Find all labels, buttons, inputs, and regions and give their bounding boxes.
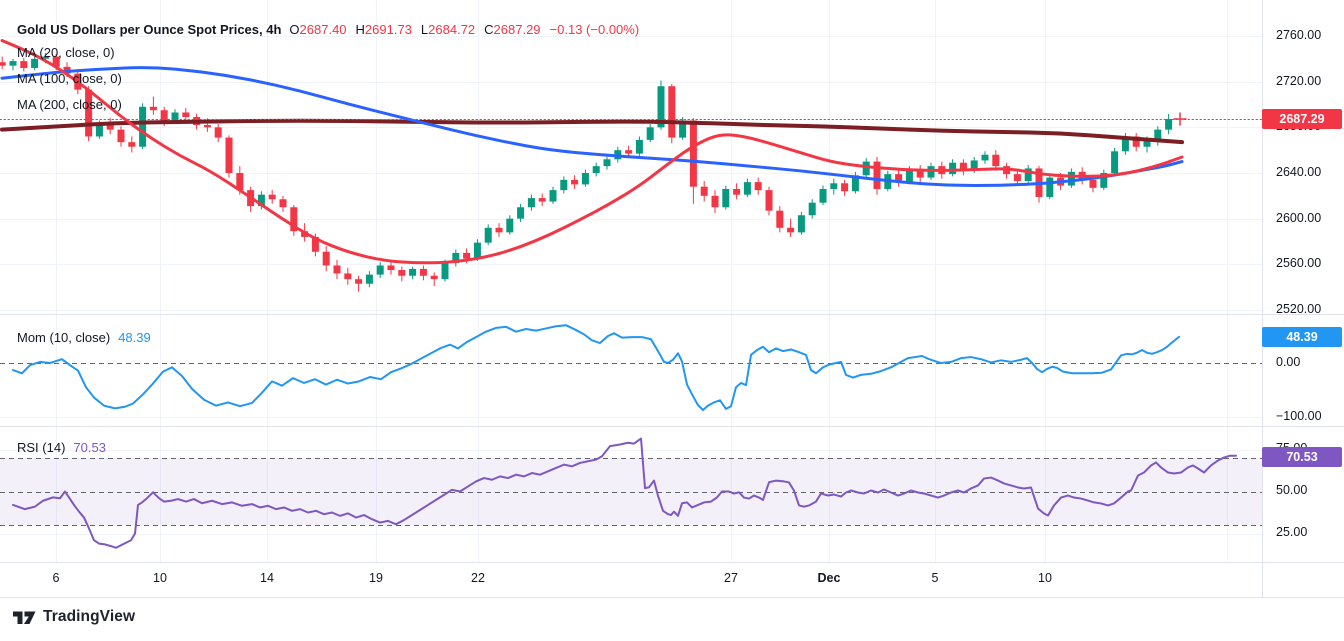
price-tick-label: 2560.00: [1276, 256, 1322, 270]
time-tick-label: 5: [931, 571, 939, 585]
price-tick-label: 0.00: [1276, 355, 1301, 369]
ohlc-high: H2691.73: [355, 22, 412, 37]
axis-value-badge: 48.39: [1262, 327, 1342, 347]
symbol-legend-row[interactable]: Gold US Dollars per Ounce Spot Prices, 4…: [17, 22, 639, 38]
price-tick-label: 2520.00: [1276, 302, 1322, 316]
axis-value-badge: 70.53: [1262, 447, 1342, 467]
time-tick-label: 6: [52, 571, 60, 585]
ma200-label: MA (200, close, 0): [17, 97, 122, 112]
ohlc-low: L2684.72: [420, 22, 476, 37]
tradingview-logo[interactable]: TradingView: [13, 608, 135, 626]
ma20-legend-row[interactable]: MA (20, close, 0): [17, 45, 115, 61]
price-tick-label: 2640.00: [1276, 165, 1322, 179]
momentum-value: 48.39: [118, 330, 151, 345]
axis-value-badge: 2687.29: [1262, 109, 1342, 129]
symbol-title: Gold US Dollars per Ounce Spot Prices, 4…: [17, 22, 282, 37]
time-axis[interactable]: 6 10 14 19 22 27 Dec 5 10: [0, 563, 1262, 595]
ma100-label: MA (100, close, 0): [17, 71, 122, 86]
rsi-value: 70.53: [73, 440, 106, 455]
time-tick-label: 10: [1038, 571, 1052, 585]
ma20-label: MA (20, close, 0): [17, 45, 115, 60]
ohlc-open: O2687.40: [289, 22, 347, 37]
price-axis[interactable]: 2760.002720.002680.002640.002600.002560.…: [1262, 0, 1344, 597]
ohlc-values: O2687.40 H2691.73 L2684.72 C2687.29 −0.1…: [289, 22, 639, 38]
price-tick-label: 50.00: [1276, 483, 1308, 497]
tradingview-logo-icon: [13, 611, 36, 624]
time-tick-label: 22: [471, 571, 485, 585]
price-tick-label: 25.00: [1276, 525, 1308, 539]
price-tick-label: 2720.00: [1276, 74, 1322, 88]
momentum-legend-row[interactable]: Mom (10, close) 48.39: [17, 330, 151, 346]
momentum-label: Mom (10, close): [17, 330, 111, 345]
time-tick-label: 10: [153, 571, 167, 585]
price-tick-label: −100.00: [1276, 409, 1322, 423]
price-tick-label: 2760.00: [1276, 28, 1322, 42]
change-value: −0.13 (−0.00%): [549, 22, 640, 37]
ma200-legend-row[interactable]: MA (200, close, 0): [17, 97, 122, 113]
time-tick-label: Dec: [817, 571, 841, 585]
time-tick-label: 27: [724, 571, 738, 585]
rsi-legend-row[interactable]: RSI (14) 70.53: [17, 440, 106, 456]
tradingview-logo-text: TradingView: [43, 608, 136, 625]
ohlc-close: C2687.29: [484, 22, 541, 37]
price-tick-label: 2600.00: [1276, 211, 1322, 225]
ma100-legend-row[interactable]: MA (100, close, 0): [17, 71, 122, 87]
time-tick-label: 14: [260, 571, 274, 585]
rsi-label: RSI (14): [17, 440, 66, 455]
time-tick-label: 19: [369, 571, 383, 585]
